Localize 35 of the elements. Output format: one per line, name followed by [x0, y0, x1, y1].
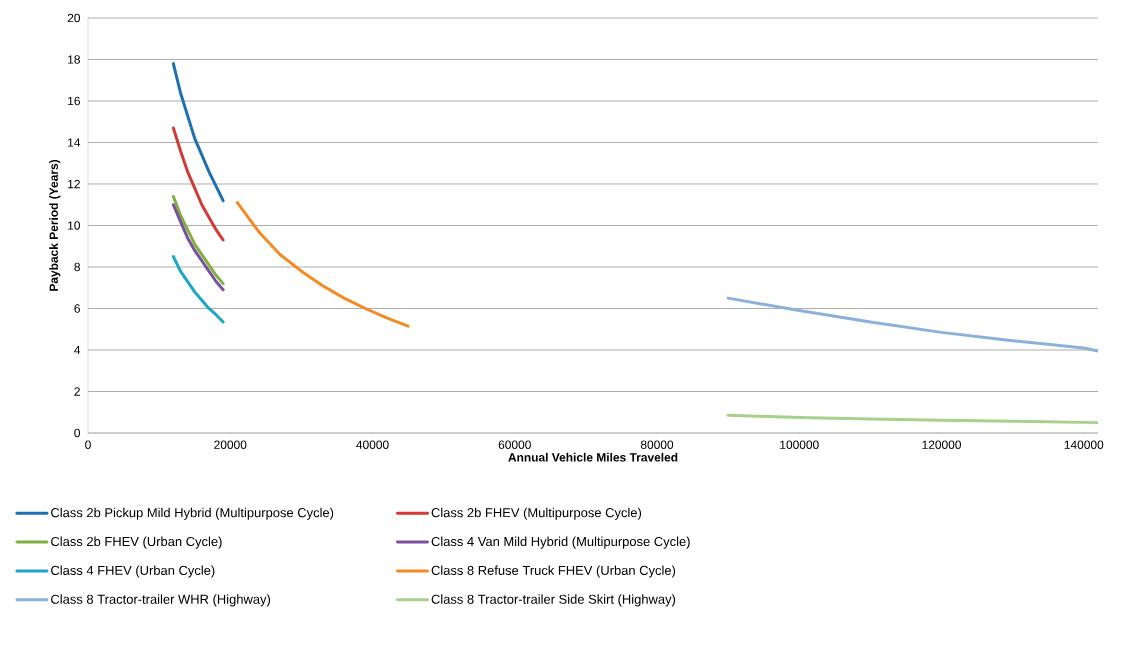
y-tick-label: 14 — [68, 138, 81, 147]
line-series — [171, 203, 225, 292]
y-axis-title: Payback Period (Years) — [49, 159, 61, 291]
x-tick-label: 120000 — [922, 440, 961, 449]
legend-label: Class 4 FHEV (Urban Cycle) — [51, 565, 215, 578]
y-tick-label: 18 — [68, 55, 80, 64]
legend-label: Class 8 Tractor-trailer Side Skirt (Highway) — [431, 594, 676, 607]
legend-label: Class 2b FHEV (Multipurpose Cycle) — [431, 507, 642, 520]
y-tick-label: 0 — [74, 428, 81, 438]
y-tick-label: 2 — [74, 387, 80, 396]
y-tick-label: 16 — [68, 96, 80, 106]
legend-label: Class 8 Refuse Truck FHEV (Urban Cycle) — [431, 565, 676, 578]
legend-label: Class 4 Van Mild Hybrid (Multipurpose Cycle) — [431, 536, 690, 549]
x-tick-label: 40000 — [356, 440, 389, 449]
x-tick-label: 0 — [85, 440, 91, 449]
line-series — [171, 194, 225, 286]
y-tick-label: 4 — [74, 345, 81, 355]
y-tick-label: 12 — [68, 179, 80, 189]
line-series — [235, 201, 410, 328]
legend-label: Class 2b Pickup Mild Hybrid (Multipurpose Cycle) — [51, 507, 334, 520]
y-tick-label: 8 — [74, 262, 80, 272]
y-tick-label: 20 — [67, 13, 81, 23]
line-series — [726, 296, 1098, 353]
x-axis-title: Annual Vehicle Miles Traveled — [508, 452, 678, 462]
x-tick-label: 60000 — [498, 440, 531, 449]
x-tick-label: 140000 — [1064, 440, 1104, 449]
x-tick-label: 100000 — [780, 440, 819, 449]
line-series — [726, 413, 1098, 425]
legend-label: Class 2b FHEV (Urban Cycle) — [51, 536, 222, 549]
x-tick-label: 20000 — [214, 440, 247, 449]
y-tick-label: 10 — [68, 221, 81, 230]
legend-label: Class 8 Tractor-trailer WHR (Highway) — [51, 594, 271, 607]
x-tick-label: 80000 — [640, 440, 674, 449]
y-tick-label: 6 — [74, 304, 80, 313]
line-series — [171, 126, 225, 242]
